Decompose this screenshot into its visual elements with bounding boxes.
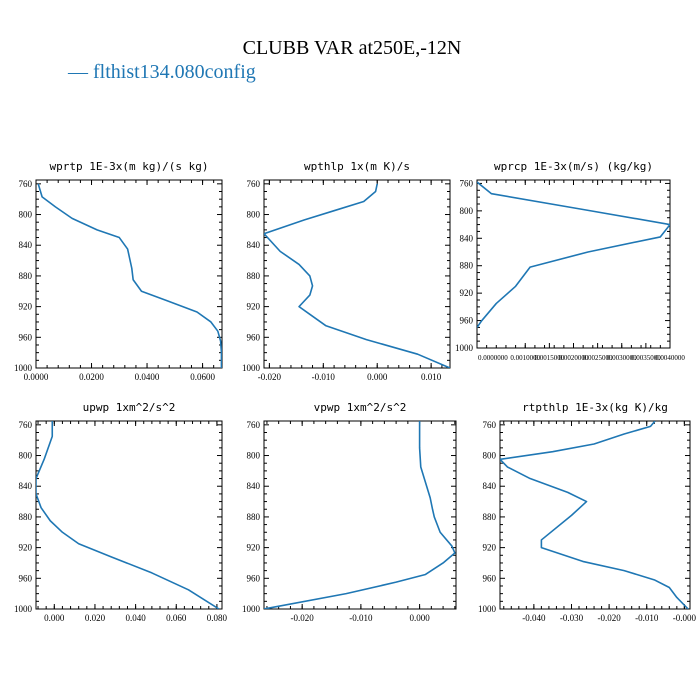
x-tick-label: 0.000 [44,613,65,623]
legend-entry: — flthist134.080config [67,61,256,83]
series-line [264,421,456,609]
x-tick-label: 0.0035000 [631,354,661,362]
panels: wprtp 1E-3x(m kg)/(s kg) 760 800 840 880 920 9… [14,160,696,623]
series-line [500,421,689,609]
x-tick-label: 0.010 [421,372,442,382]
series-line [37,183,222,368]
y-tick-label: 880 [19,271,33,281]
y-tick-label: 1000 [242,604,261,614]
y-tick-label: 920 [19,543,33,553]
panel-6: rtpthlp 1E-3x(kg K)/kg 760 800 840 880 920 960… [478,401,696,623]
y-tick-label: 920 [247,302,261,312]
series-line [477,181,670,328]
y-tick-label: 840 [19,481,33,491]
y-tick-label: 1000 [242,363,261,373]
x-tick-label: 0.000 [367,372,388,382]
x-tick-label: 0.0000 [24,372,49,382]
y-tick-label: 920 [460,288,474,298]
y-tick-label: 880 [247,512,261,522]
y-tick-label: 800 [483,451,497,461]
panel-5: vpwp 1xm^2/s^2 760 800 840 880 920 960 1000 -0.0… [242,401,457,623]
y-tick-label: 800 [19,451,33,461]
plot-frame [35,179,223,369]
plot-frame [263,179,451,369]
x-tick-label: 0.0400 [135,372,160,382]
x-tick-label: 0.0030000 [607,354,637,362]
x-tick-label: 0.0025000 [583,354,613,362]
plot-frame [499,420,691,610]
y-tick-label: 920 [247,543,261,553]
x-tick-label: -0.020 [597,613,621,623]
panel-title: upwp 1xm^2/s^2 [83,401,176,414]
x-tick-label: 0.0000000 [478,354,508,362]
x-tick-label: 0.080 [207,613,228,623]
y-tick-label: 1000 [478,604,497,614]
y-tick-label: 960 [247,332,261,342]
y-tick-label: 800 [460,206,474,216]
panel-1: wprtp 1E-3x(m kg)/(s kg) 760 800 840 880 920 9… [14,160,223,382]
x-tick-label: -0.010 [635,613,659,623]
x-tick-label: -0.020 [258,372,282,382]
y-tick-label: 760 [483,420,497,430]
plot-frame [263,420,457,610]
panel-title: rtpthlp 1E-3x(kg K)/kg [522,401,668,414]
y-tick-label: 800 [247,451,261,461]
y-tick-label: 880 [247,271,261,281]
x-tick-label: 0.060 [166,613,187,623]
panel-title: wprtp 1E-3x(m kg)/(s kg) [50,160,209,173]
y-tick-label: 1000 [14,604,33,614]
x-tick-label: 0.0015000 [535,354,565,362]
y-tick-label: 760 [247,420,261,430]
x-tick-label: 0.0040000 [655,354,685,362]
panel-title: wpthlp 1x(m K)/s [304,160,410,173]
x-tick-label: -0.030 [560,613,584,623]
plot-frame [476,179,671,349]
y-tick-label: 760 [19,179,33,189]
y-tick-label: 840 [247,481,261,491]
y-tick-label: 760 [460,178,474,188]
y-tick-label: 960 [19,573,33,583]
x-tick-label: -0.010 [312,372,336,382]
y-tick-label: 880 [460,261,474,271]
x-tick-label: 0.000 [409,613,430,623]
x-tick-label: 0.0200 [79,372,104,382]
x-tick-label: 0.0600 [190,372,215,382]
panel-title: wprcp 1E-3x(m/s) (kg/kg) [494,160,653,173]
x-tick-label: -0.000 [673,613,697,623]
series-line [36,421,220,609]
y-tick-label: 960 [19,332,33,342]
panel-4: upwp 1xm^2/s^2 760 800 840 880 920 960 1000 0.00… [14,401,228,623]
y-tick-label: 760 [19,420,33,430]
series-line [264,183,450,368]
y-tick-label: 920 [483,543,497,553]
panel-title: vpwp 1xm^2/s^2 [314,401,407,414]
x-tick-label: -0.010 [349,613,373,623]
y-tick-label: 960 [247,573,261,583]
x-tick-label: 0.0010000 [510,354,540,362]
x-tick-label: 0.020 [85,613,106,623]
y-tick-label: 880 [19,512,33,522]
y-tick-label: 920 [19,302,33,312]
panel-2: wpthlp 1x(m K)/s7608008408809209601000-0… [242,160,451,382]
figure-title: CLUBB VAR at250E,-12N [243,37,462,59]
y-tick-label: 840 [460,233,474,243]
y-tick-label: 960 [460,316,474,326]
plot-frame [35,420,223,610]
y-tick-label: 1000 [455,343,474,353]
y-tick-label: 800 [19,210,33,220]
x-tick-label: 0.0020000 [559,354,589,362]
y-tick-label: 880 [483,512,497,522]
y-tick-label: 840 [19,240,33,250]
y-tick-label: 800 [247,210,261,220]
x-tick-label: -0.020 [291,613,315,623]
y-tick-label: 960 [483,573,497,583]
panel-3: wprcp 1E-3x(m/s) (kg/kg) 760 800 840 880 920 9… [455,160,685,362]
y-tick-label: 840 [483,481,497,491]
x-tick-label: 0.040 [125,613,146,623]
x-tick-label: -0.040 [522,613,546,623]
y-tick-label: 760 [247,179,261,189]
y-tick-label: 1000 [14,363,33,373]
y-tick-label: 840 [247,240,261,250]
